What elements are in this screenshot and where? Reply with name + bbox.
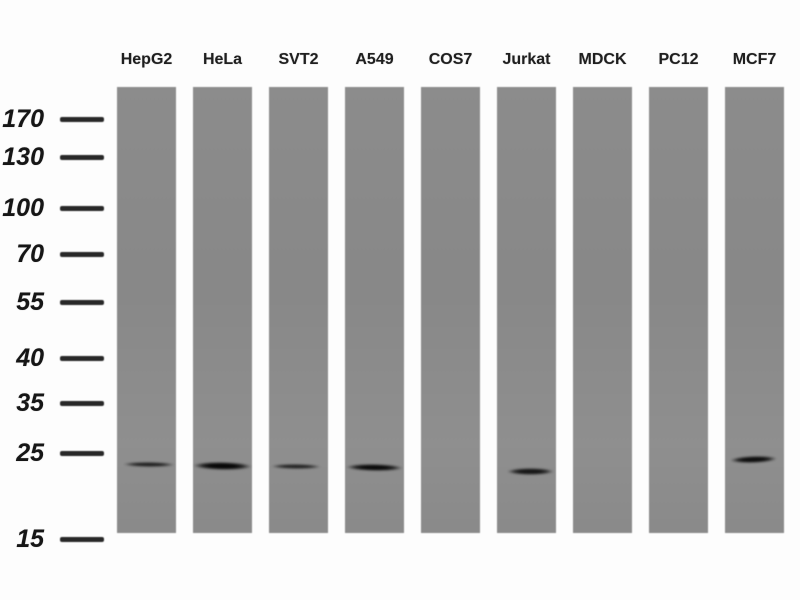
- mw-marker-tick: [60, 536, 104, 542]
- gel-lane: [269, 87, 328, 533]
- mw-marker-label: 35: [16, 389, 44, 417]
- gel-lane: [421, 87, 480, 533]
- mw-marker-tick: [60, 205, 104, 211]
- mw-marker-label: 40: [16, 344, 44, 372]
- lane-label: SVT2: [278, 51, 319, 68]
- mw-marker-label: 25: [16, 439, 44, 467]
- mw-marker-tick: [60, 400, 104, 406]
- mw-marker-label: 100: [2, 194, 44, 222]
- gel-lane: [649, 87, 708, 533]
- mw-marker-tick: [60, 299, 104, 305]
- protein-band: [270, 463, 322, 469]
- gel-lane: [573, 87, 632, 533]
- mw-marker-tick: [60, 116, 104, 122]
- mw-marker-tick: [60, 450, 104, 456]
- mw-marker-label: 15: [16, 525, 44, 553]
- gel-lane: [345, 87, 404, 533]
- lane-label: COS7: [428, 51, 473, 68]
- lane-label: MCF7: [732, 51, 777, 68]
- mw-marker-tick: [60, 251, 104, 257]
- protein-band: [507, 467, 554, 475]
- mw-marker-tick: [60, 154, 104, 160]
- lane-label: MDCK: [578, 51, 627, 68]
- lane-label: A549: [355, 51, 394, 68]
- mw-marker-label: 55: [16, 288, 44, 316]
- lane-label: HeLa: [202, 51, 243, 68]
- gel-lane: [117, 87, 176, 533]
- gel-lane: [497, 87, 556, 533]
- mw-marker-label: 130: [2, 143, 44, 171]
- mw-marker-label: 170: [2, 105, 44, 133]
- lane-label: HepG2: [120, 51, 173, 68]
- gel-lane: [725, 87, 784, 533]
- lane-label: PC12: [658, 51, 699, 68]
- gel-lane: [193, 87, 252, 533]
- lane-label: Jurkat: [502, 51, 551, 68]
- mw-marker-tick: [60, 355, 104, 361]
- mw-marker-label: 70: [16, 240, 44, 268]
- protein-band: [122, 461, 176, 467]
